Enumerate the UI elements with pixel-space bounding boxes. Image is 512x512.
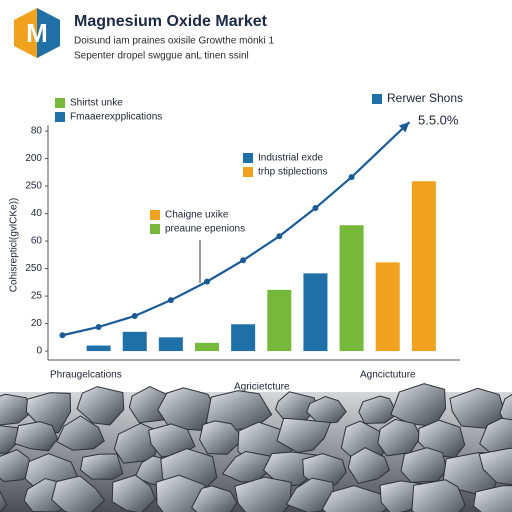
- bar: [122, 331, 147, 352]
- rock: [14, 421, 58, 452]
- bar: [303, 273, 328, 352]
- bar: [339, 225, 364, 352]
- growth-line: [62, 121, 411, 337]
- chart-title: Magnesium Oxide Market: [74, 13, 268, 30]
- y-tick-label: 20: [31, 318, 43, 329]
- rock: [79, 453, 124, 480]
- legend-label: Fmaaerexpplications: [70, 112, 162, 123]
- y-tick-label: 250: [25, 181, 42, 192]
- bar: [195, 342, 220, 352]
- y-axis-label: Cohisrepticl(gvlCKe)): [9, 198, 20, 292]
- rock: [306, 395, 347, 425]
- legend-swatch: [55, 98, 65, 108]
- line-point: [59, 332, 66, 339]
- y-tick-label: 25: [31, 291, 43, 302]
- rock: [0, 425, 19, 454]
- line-point: [276, 233, 283, 240]
- rock: [157, 387, 216, 431]
- legend-swatch: [243, 153, 253, 163]
- legend-swatch: [372, 94, 382, 104]
- line-point: [348, 174, 355, 181]
- rock: [347, 447, 390, 484]
- legend-swatch: [150, 210, 160, 220]
- arrow-head: [398, 122, 410, 133]
- legend-label: Rerwer Shons: [387, 91, 463, 105]
- y-tick-label: 60: [31, 236, 43, 247]
- rock: [76, 386, 125, 426]
- legend-label: Chaigne uxike: [165, 210, 229, 221]
- rock: [449, 387, 507, 429]
- axis-annotation: Agncictuture: [360, 370, 416, 381]
- rock: [199, 420, 245, 455]
- subtitle: Sepenter dropel swggue anL tinen ssinl: [74, 51, 249, 62]
- logo-hexagon-half: [37, 8, 60, 58]
- rock: [358, 395, 398, 424]
- line-point: [167, 297, 174, 304]
- rock: [321, 485, 392, 512]
- legend-label: Industrial exde: [258, 153, 323, 164]
- bar: [86, 345, 111, 352]
- bar: [158, 337, 183, 352]
- rock: [400, 447, 448, 483]
- line-point: [95, 323, 102, 330]
- growth-label: 5.5.0%: [418, 112, 459, 127]
- rock: [0, 393, 32, 426]
- bar: [375, 262, 400, 352]
- bar: [411, 181, 436, 352]
- axis-annotation: Agricietcture: [234, 382, 290, 393]
- rock: [56, 415, 105, 451]
- legend-label: Shirtst unke: [70, 98, 123, 109]
- legend-swatch: [55, 112, 65, 122]
- y-tick-label: 80: [31, 126, 43, 137]
- line-point: [204, 278, 211, 285]
- rock: [411, 479, 466, 512]
- y-tick-label: 0: [36, 346, 42, 357]
- line-point: [131, 312, 138, 319]
- rock: [111, 474, 157, 512]
- rock: [0, 490, 8, 512]
- line-point: [240, 257, 247, 264]
- rock: [51, 475, 106, 512]
- subtitle: Doisund iam praines oxisile Growthe mönk…: [74, 36, 275, 47]
- logo-letter: M: [26, 18, 48, 48]
- bar: [231, 324, 256, 352]
- y-tick-label: 250: [25, 263, 42, 274]
- bar: [267, 289, 292, 352]
- legend-label: trhp stiplections: [258, 167, 327, 178]
- rock: [478, 447, 512, 486]
- line-point: [312, 205, 319, 212]
- rock: [285, 477, 335, 512]
- rock: [234, 476, 292, 512]
- y-tick-label: 40: [31, 208, 43, 219]
- legend-label: preaune epenions: [165, 224, 245, 235]
- rock: [473, 485, 512, 512]
- rock: [276, 417, 332, 454]
- logo: M: [14, 8, 60, 58]
- rock: [191, 485, 238, 512]
- y-tick-label: 200: [25, 153, 42, 164]
- axis-annotation: Phraugelcations: [50, 370, 122, 381]
- legend-swatch: [150, 224, 160, 234]
- legend-swatch: [243, 167, 253, 177]
